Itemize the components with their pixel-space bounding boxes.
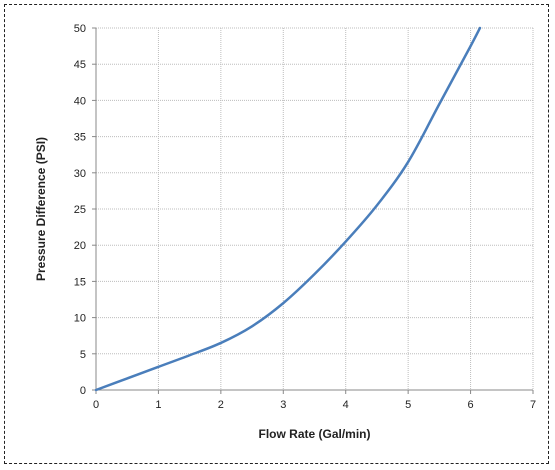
x-tick-label: 3 [280, 399, 286, 411]
y-tick-label: 10 [74, 313, 86, 325]
y-tick-labels: 0 5 10 15 20 25 30 35 40 45 50 [74, 23, 86, 397]
y-tick-label: 5 [80, 349, 86, 361]
series-group [94, 26, 482, 392]
y-tick-label: 45 [74, 59, 86, 71]
y-tick-label: 30 [74, 168, 86, 180]
y-tick-label: 15 [74, 276, 86, 288]
x-tick-labels: 0 1 2 3 4 5 6 7 [93, 399, 536, 411]
x-tick-label: 1 [155, 399, 161, 411]
x-tick-label: 4 [343, 399, 349, 411]
y-tick-label: 50 [74, 23, 86, 35]
y-tick-label: 40 [74, 95, 86, 107]
x-tick-label: 2 [218, 399, 224, 411]
y-tick-label: 35 [74, 132, 86, 144]
x-tick-label: 7 [530, 399, 536, 411]
axes [92, 27, 534, 394]
y-axis-label: Pressure Difference (PSI) [34, 137, 48, 281]
y-tick-label: 20 [74, 240, 86, 252]
x-tick-label: 0 [93, 399, 99, 411]
y-tick-label: 25 [74, 204, 86, 216]
series-line [94, 26, 482, 392]
x-tick-label: 5 [405, 399, 411, 411]
grid [96, 27, 534, 390]
y-tick-label: 0 [80, 385, 86, 397]
x-axis-label: Flow Rate (Gal/min) [258, 427, 370, 441]
x-tick-label: 6 [468, 399, 474, 411]
